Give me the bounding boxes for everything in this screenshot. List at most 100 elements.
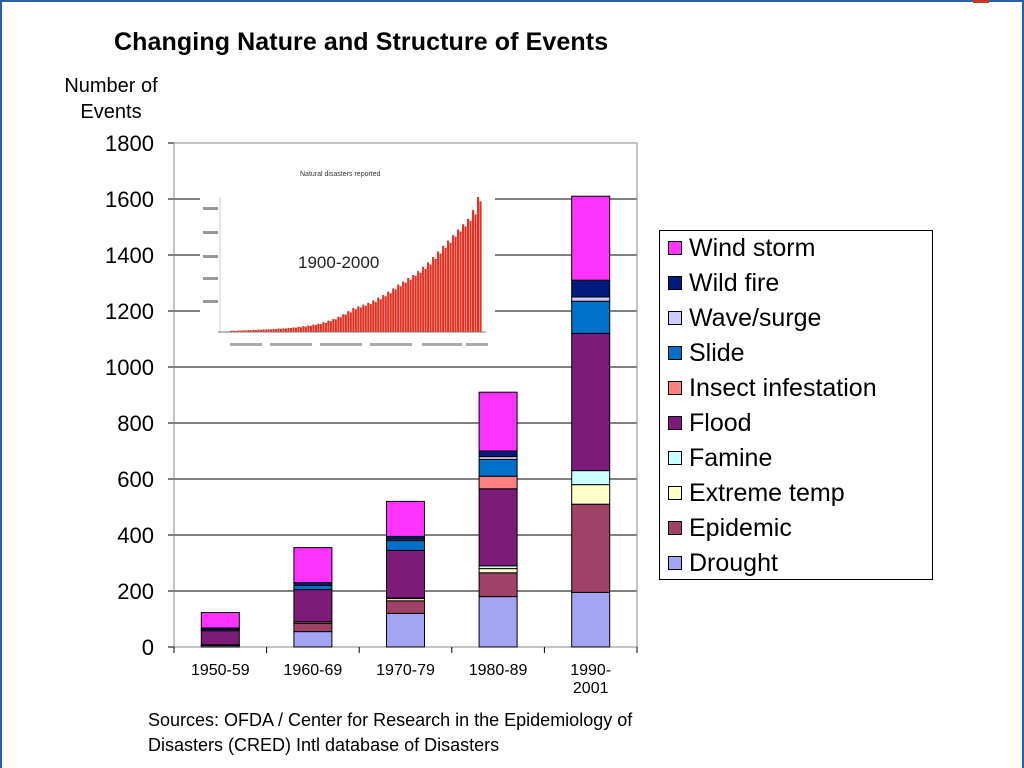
inset-bar: [230, 330, 233, 332]
inset-bar: [449, 242, 452, 332]
bar-segment-flood: [200, 630, 240, 646]
bar-segment-slide: [386, 540, 425, 551]
inset-bar: [319, 324, 322, 332]
y-axis-label-line-2: Events: [80, 101, 142, 123]
bar-segment-drought: [478, 596, 518, 648]
inset-bar: [312, 324, 315, 332]
inset-bar: [397, 284, 400, 332]
inset-bar: [402, 281, 405, 332]
chart-legend: Wind storm Wild fire Wave/surge Slide Insect…: [659, 230, 933, 580]
inset-bar: [394, 289, 397, 332]
inset-bar: [232, 330, 235, 332]
inset-bar: [479, 201, 482, 332]
y-tick-label: 800: [117, 411, 154, 436]
bar-segment-wind-storm: [478, 391, 518, 452]
inset-bar: [329, 321, 332, 332]
x-tick-label: 1950-59: [191, 662, 250, 679]
sources-note: Sources: OFDA / Center for Research in t…: [148, 708, 788, 758]
frame-left-border: [0, 0, 2, 768]
inset-bar: [239, 330, 243, 332]
legend-label: Slide: [689, 338, 745, 367]
inset-bar: [367, 302, 370, 332]
legend-item: Wind storm: [668, 233, 815, 263]
legend-item: Drought: [668, 548, 778, 578]
frame-right-border: [1022, 0, 1024, 768]
inset-bar: [372, 300, 375, 332]
inset-bar: [422, 266, 425, 332]
legend-item: Wave/surge: [668, 303, 821, 333]
inset-x-tick: [270, 343, 312, 346]
bar-segment-drought: [571, 591, 611, 648]
bar-segment-wild-fire: [478, 450, 518, 458]
bar-segment-insect-infestation: [478, 475, 518, 490]
y-tick-label: 200: [117, 579, 154, 604]
inset-bar: [244, 330, 248, 332]
inset-bar: [387, 291, 390, 332]
inset-bar: [399, 286, 402, 332]
inset-bar: [292, 327, 295, 332]
bar-segment-slide: [478, 458, 518, 477]
y-tick-label: 1000: [105, 355, 154, 380]
legend-label: Wave/surge: [689, 303, 822, 332]
legend-swatch: [668, 276, 682, 290]
corner-mark: [973, 0, 989, 3]
bar-segment-epidemic: [478, 572, 518, 598]
inset-bar: [259, 329, 263, 332]
inset-bar: [447, 240, 450, 332]
inset-bar: [254, 330, 258, 332]
legend-swatch: [668, 486, 682, 500]
y-tick-label: 400: [117, 523, 154, 548]
bar-segment-drought: [386, 612, 425, 648]
y-tick-label: 1200: [105, 299, 154, 324]
inset-bar: [269, 329, 273, 332]
inset-bar: [392, 288, 395, 332]
sources-line-1: Sources: OFDA / Center for Research in t…: [148, 710, 633, 730]
bar-segment-wind-storm: [571, 195, 611, 281]
y-axis-label: Number of Events: [48, 73, 174, 125]
legend-item: Flood: [668, 408, 752, 438]
inset-bar: [384, 296, 387, 332]
inset-bar: [304, 326, 307, 332]
bar-segment-wind-storm: [200, 612, 240, 629]
legend-label: Wild fire: [689, 268, 780, 297]
inset-bar: [294, 327, 297, 332]
legend-swatch: [668, 311, 682, 325]
inset-bar: [362, 304, 365, 332]
legend-swatch: [668, 346, 682, 360]
legend-swatch: [668, 521, 682, 535]
x-tick-label: 1980-89: [469, 662, 528, 679]
inset-bar: [352, 308, 355, 332]
bar-segment-flood: [478, 488, 518, 567]
inset-bar: [429, 264, 432, 332]
inset-bar: [347, 311, 350, 332]
inset-bar: [439, 253, 442, 332]
bar-segment-slide: [293, 584, 333, 591]
inset-y-tick: [203, 207, 218, 210]
x-tick-label: 2001: [573, 680, 609, 697]
inset-bar: [267, 329, 270, 332]
inset-y-tick: [203, 300, 218, 303]
bar-segment-flood: [571, 332, 611, 472]
x-tick-label: 1990-: [570, 662, 611, 679]
legend-item: Slide: [668, 338, 745, 368]
inset-bar: [462, 224, 465, 332]
inset-bar: [264, 329, 268, 332]
inset-bar: [314, 325, 317, 332]
legend-item: Famine: [668, 443, 772, 473]
bar-segment-wave-surge: [571, 296, 611, 302]
legend-item: Extreme temp: [668, 478, 845, 508]
inset-bar: [477, 197, 480, 332]
legend-swatch: [668, 241, 682, 255]
inset-bar: [364, 305, 367, 332]
inset-bar: [277, 328, 280, 332]
inset-bar: [457, 229, 460, 332]
inset-bar: [417, 271, 420, 332]
inset-bar: [339, 317, 342, 332]
inset-bar: [427, 262, 430, 332]
inset-bar: [247, 330, 250, 332]
inset-bar: [354, 309, 357, 332]
y-tick-label: 600: [117, 467, 154, 492]
inset-bar: [284, 328, 287, 332]
bar-segment-wind-storm: [293, 547, 333, 584]
